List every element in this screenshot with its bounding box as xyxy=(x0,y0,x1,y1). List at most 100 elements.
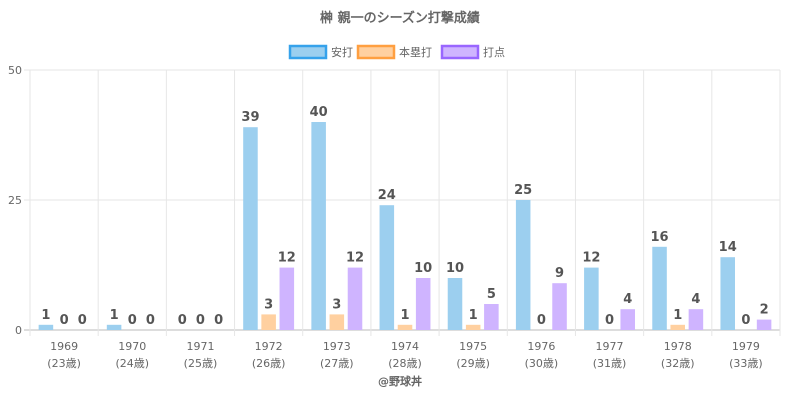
data-label: 0 xyxy=(741,313,750,328)
bar[interactable] xyxy=(38,324,54,330)
bar[interactable] xyxy=(243,127,258,330)
chart-title: 榊 親一のシーズン打撃成績 xyxy=(320,10,480,26)
data-label: 4 xyxy=(691,292,700,307)
x-tick-sublabel: (29歳) xyxy=(456,357,490,370)
bar[interactable] xyxy=(347,267,363,330)
bar[interactable] xyxy=(688,309,704,330)
data-label: 1 xyxy=(41,308,50,323)
data-label: 12 xyxy=(582,251,600,266)
data-label: 0 xyxy=(214,313,223,328)
x-tick-label: 1977 xyxy=(596,340,624,353)
data-label: 10 xyxy=(446,261,464,276)
y-tick-label: 0 xyxy=(15,324,22,337)
x-tick-sublabel: (24歳) xyxy=(115,357,149,370)
x-tick-label: 1969 xyxy=(50,340,78,353)
x-tick-sublabel: (23歳) xyxy=(47,357,81,370)
y-tick-label: 25 xyxy=(8,194,22,207)
x-tick-sublabel: (32歳) xyxy=(661,357,695,370)
data-label: 25 xyxy=(514,183,532,198)
legend-label: 打点 xyxy=(483,45,505,59)
data-label: 1 xyxy=(110,308,119,323)
data-label: 3 xyxy=(332,297,341,312)
data-label: 9 xyxy=(555,266,564,281)
data-label: 10 xyxy=(414,261,432,276)
bar[interactable] xyxy=(379,205,395,330)
credit-label: @野球丼 xyxy=(378,374,422,388)
legend-swatch xyxy=(440,44,480,60)
bar[interactable] xyxy=(652,246,667,330)
bar[interactable] xyxy=(670,324,685,330)
data-label: 0 xyxy=(60,313,69,328)
data-label: 1 xyxy=(673,308,682,323)
data-label: 0 xyxy=(537,313,546,328)
data-label: 40 xyxy=(310,105,328,120)
data-label: 5 xyxy=(487,287,496,302)
data-label: 2 xyxy=(760,303,769,318)
data-label: 14 xyxy=(719,240,737,255)
bar[interactable] xyxy=(465,324,481,330)
x-tick-label: 1970 xyxy=(118,340,146,353)
bar[interactable] xyxy=(552,283,567,330)
bar[interactable] xyxy=(261,314,276,330)
data-label: 0 xyxy=(178,313,187,328)
bar[interactable] xyxy=(515,200,531,330)
x-tick-sublabel: (26歳) xyxy=(252,357,286,370)
bar[interactable] xyxy=(756,319,772,330)
data-label: 12 xyxy=(278,251,296,266)
bar[interactable] xyxy=(484,304,499,330)
legend-item[interactable]: 本塁打 xyxy=(356,44,432,60)
x-tick-label: 1974 xyxy=(391,340,419,353)
data-label: 0 xyxy=(78,313,87,328)
data-label: 39 xyxy=(241,110,259,125)
data-label: 4 xyxy=(623,292,632,307)
bar[interactable] xyxy=(584,267,599,330)
data-label: 12 xyxy=(346,251,364,266)
y-tick-label: 50 xyxy=(8,64,22,77)
x-tick-label: 1975 xyxy=(459,340,487,353)
data-label: 24 xyxy=(378,188,396,203)
bar[interactable] xyxy=(447,278,463,330)
legend: 安打 本塁打 打点 xyxy=(288,44,505,60)
bar[interactable] xyxy=(106,324,122,330)
grid xyxy=(24,69,781,336)
legend-label: 安打 xyxy=(331,45,353,59)
legend-swatch xyxy=(356,44,396,60)
data-label: 16 xyxy=(650,230,668,245)
legend-item[interactable]: 安打 xyxy=(288,44,353,60)
legend-item[interactable]: 打点 xyxy=(440,44,505,60)
x-tick-label: 1978 xyxy=(664,340,692,353)
x-tick-sublabel: (28歳) xyxy=(388,357,422,370)
bar[interactable] xyxy=(329,314,345,330)
data-label: 1 xyxy=(469,308,478,323)
x-axis: 1969 (23歳) 1970 (24歳) 1971 (25歳) 1972 (26歳) 1973… xyxy=(47,340,762,370)
x-tick-label: 1973 xyxy=(323,340,351,353)
legend-label: 本塁打 xyxy=(399,45,432,59)
data-label: 3 xyxy=(264,297,273,312)
bars xyxy=(38,122,772,330)
legend-swatch xyxy=(288,44,328,60)
data-label: 0 xyxy=(146,313,155,328)
x-tick-label: 1971 xyxy=(186,340,214,353)
x-tick-sublabel: (31歳) xyxy=(593,357,627,370)
x-tick-label: 1979 xyxy=(732,340,760,353)
bar[interactable] xyxy=(415,278,431,330)
bar[interactable] xyxy=(279,267,295,330)
bar[interactable] xyxy=(720,257,735,330)
x-tick-sublabel: (25歳) xyxy=(184,357,218,370)
x-tick-sublabel: (27歳) xyxy=(320,357,354,370)
y-axis: 0 25 50 xyxy=(8,64,22,337)
data-label: 0 xyxy=(605,313,614,328)
x-tick-sublabel: (33歳) xyxy=(729,357,763,370)
x-tick-label: 1976 xyxy=(527,340,555,353)
bar[interactable] xyxy=(311,122,326,330)
data-label: 0 xyxy=(196,313,205,328)
bar[interactable] xyxy=(620,309,635,330)
bar[interactable] xyxy=(397,324,413,330)
data-label: 1 xyxy=(400,308,409,323)
data-label: 0 xyxy=(128,313,137,328)
x-tick-sublabel: (30歳) xyxy=(525,357,559,370)
x-tick-label: 1972 xyxy=(255,340,283,353)
